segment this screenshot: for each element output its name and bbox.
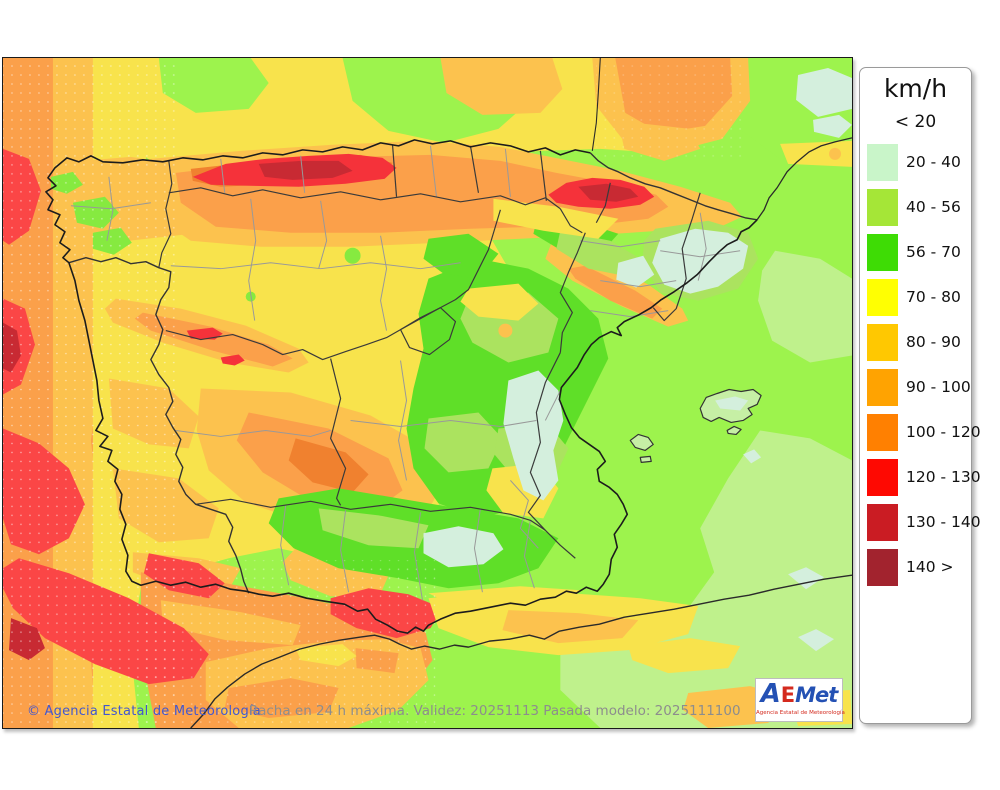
- legend-item: 100 - 120: [860, 412, 981, 457]
- legend-color-swatch: [867, 549, 898, 586]
- legend-item: 80 - 90: [860, 322, 971, 367]
- legend-item: 140 >: [860, 547, 971, 592]
- legend-label: 130 - 140: [906, 513, 981, 531]
- legend-label: 80 - 90: [906, 333, 961, 351]
- map-graphic: [3, 58, 852, 728]
- legend-color-swatch: [867, 324, 898, 361]
- legend-color-swatch: [867, 369, 898, 406]
- legend-label: 70 - 80: [906, 288, 961, 306]
- legend-item: 20 - 40: [860, 142, 971, 187]
- legend-color-swatch: [867, 504, 898, 541]
- legend-items: 20 - 40 40 - 56 56 - 70 70 - 80 80 - 90 90 - …: [860, 142, 981, 592]
- aemet-logo-subtitle: Agencia Estatal de Meteorología: [756, 710, 845, 716]
- legend-color-swatch: [867, 459, 898, 496]
- legend-item: 120 - 130: [860, 457, 981, 502]
- legend-color-swatch: [867, 414, 898, 451]
- legend-title: km/h: [883, 74, 948, 103]
- legend-below-threshold-label: < 20: [894, 112, 937, 132]
- legend-label: 100 - 120: [906, 423, 981, 441]
- legend-label: 90 - 100: [906, 378, 971, 396]
- logo-letter-e: E: [780, 683, 796, 707]
- legend-color-swatch: [867, 144, 898, 181]
- legend-color-swatch: [867, 189, 898, 226]
- legend-label: 120 - 130: [906, 468, 981, 486]
- legend-label: 20 - 40: [906, 153, 961, 171]
- legend-item: 130 - 140: [860, 502, 981, 547]
- legend-item: 90 - 100: [860, 367, 971, 412]
- aemet-logo: AEMet Agencia Estatal de Meteorología: [755, 678, 845, 722]
- wind-gust-map: © Agencia Estatal de Meteorología Racha …: [2, 57, 853, 729]
- map-caption: Racha en 24 h máxima. Validez: 20251113 …: [249, 703, 741, 719]
- legend-label: 140 >: [906, 558, 954, 576]
- legend-color-swatch: [867, 234, 898, 271]
- legend-color-swatch: [867, 279, 898, 316]
- wind-speed-legend: km/h < 20 20 - 40 40 - 56 56 - 70 70 - 80 80…: [859, 67, 981, 724]
- logo-letters-met: Met: [795, 683, 838, 707]
- aemet-logo-wordmark: AEMet: [756, 681, 842, 710]
- legend-item: 40 - 56: [860, 187, 971, 232]
- logo-letter-a: A: [760, 679, 781, 709]
- legend-label: 56 - 70: [906, 243, 961, 261]
- legend-item: 56 - 70: [860, 232, 971, 277]
- copyright-text: © Agencia Estatal de Meteorología: [27, 704, 261, 719]
- legend-item: 70 - 80: [860, 277, 971, 322]
- legend-label: 40 - 56: [906, 198, 961, 216]
